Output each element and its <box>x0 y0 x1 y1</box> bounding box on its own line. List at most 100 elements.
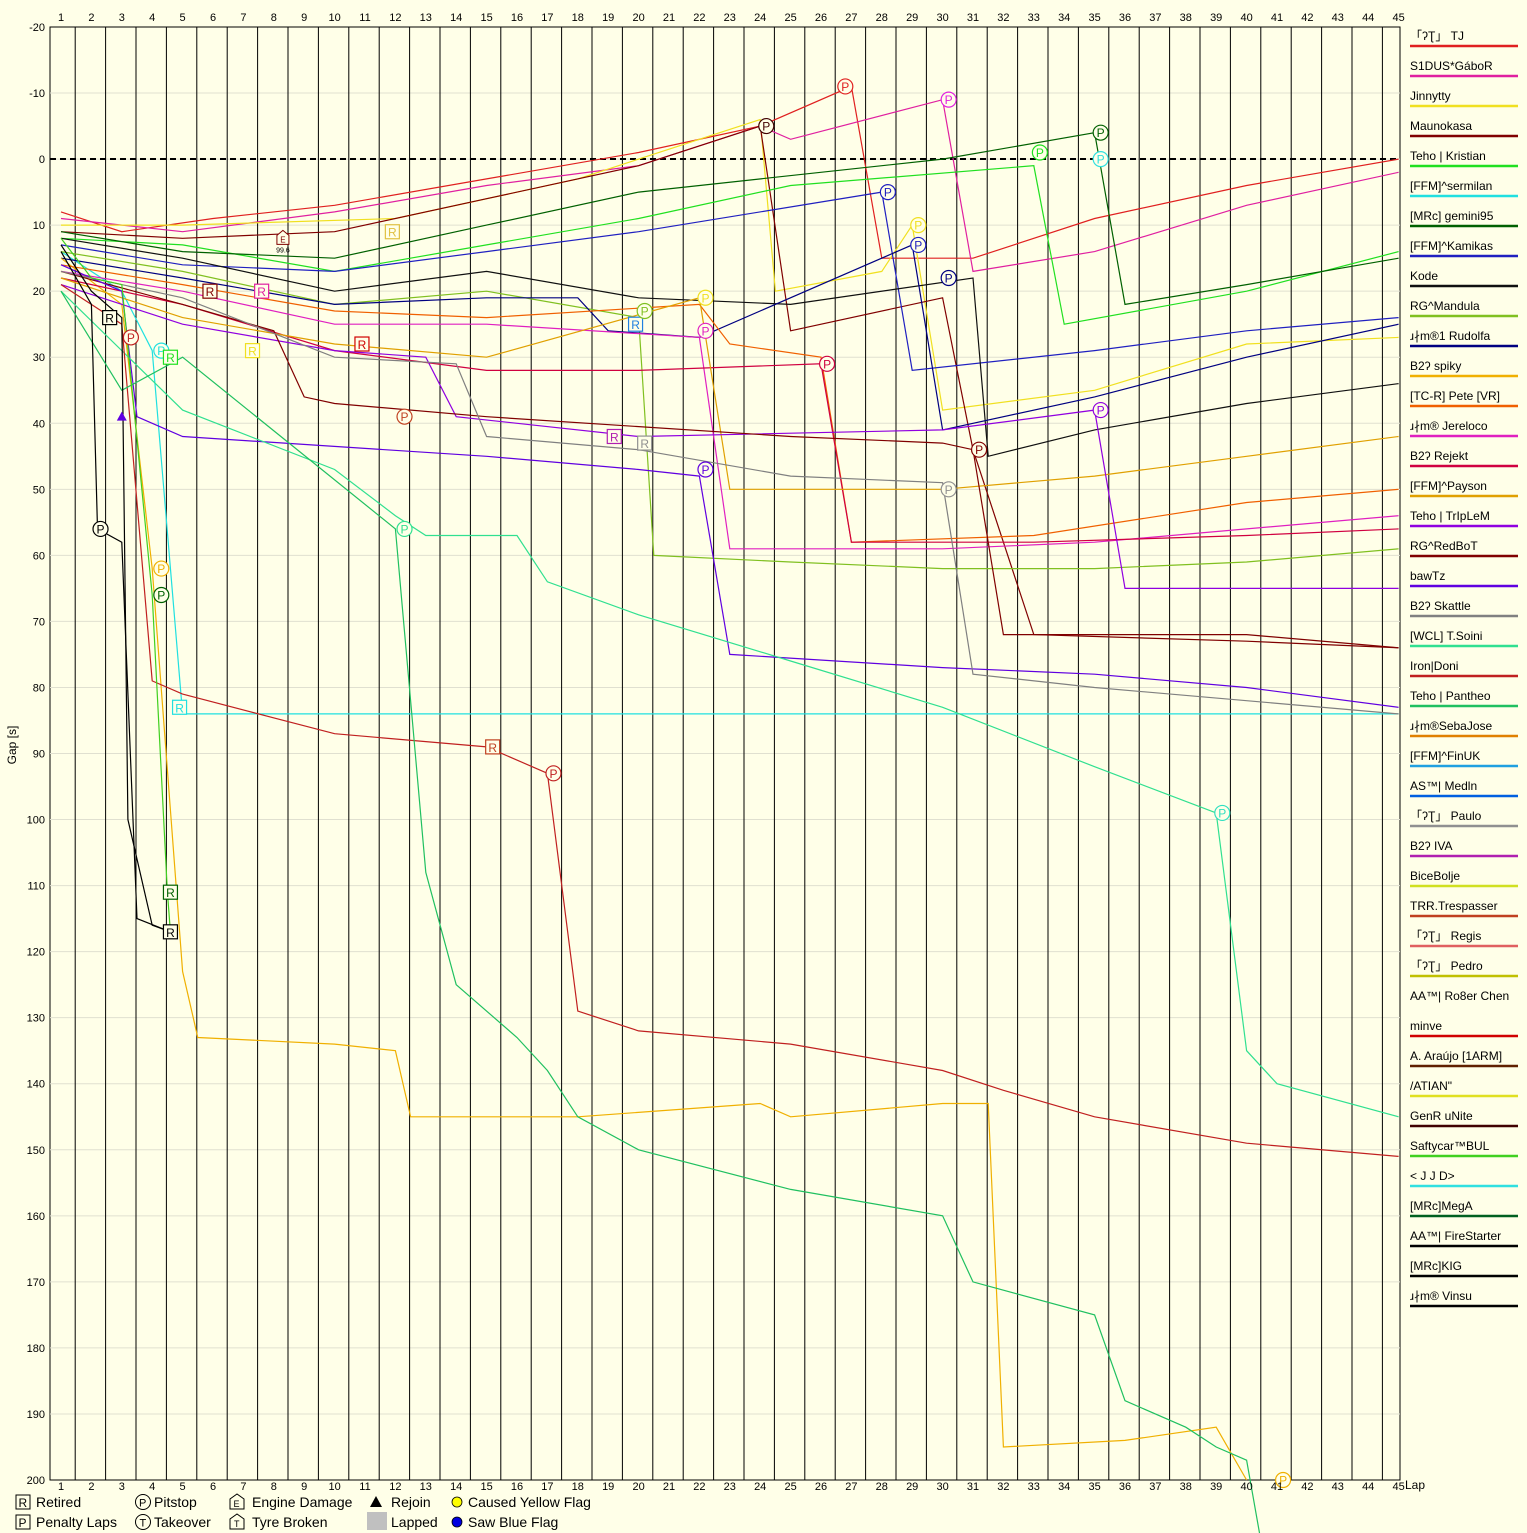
y-tick-label: 200 <box>27 1475 45 1487</box>
x-tick-label-bottom: 26 <box>815 1481 827 1493</box>
key-yellow: Caused Yellow Flag <box>451 1494 591 1510</box>
x-tick-label-bottom: 24 <box>754 1481 766 1493</box>
legend-label: [WCL] T.Soini <box>1410 629 1482 643</box>
pitstop-marker: P <box>396 408 413 425</box>
svg-text:P: P <box>139 1498 146 1510</box>
x-tick-label-bottom: 16 <box>511 1481 523 1493</box>
legend-label: TRR.Trespasser <box>1410 899 1498 913</box>
x-tick-label-top: 42 <box>1301 12 1313 24</box>
y-axis-title: Gap [s] <box>5 726 19 765</box>
legend-entry: /ATIAN" <box>1410 1079 1518 1098</box>
svg-text:P: P <box>401 410 409 424</box>
y-tick-label: 90 <box>33 749 45 761</box>
x-tick-label-top: 9 <box>301 12 307 24</box>
svg-text:P: P <box>914 238 922 252</box>
pitstop-marker: P <box>697 461 714 478</box>
x-tick-label-bottom: 36 <box>1119 1481 1131 1493</box>
legend-entry: 「ʔƮ」 Regis <box>1410 929 1518 948</box>
pitstop-marker: P <box>940 269 957 287</box>
svg-text:P: P <box>884 186 892 200</box>
legend-label: [MRc]KIG <box>1410 1259 1462 1273</box>
legend-label: BiceBolje <box>1410 869 1460 883</box>
key-tyre: T Tyre Broken <box>229 1513 327 1530</box>
svg-text:R: R <box>175 701 184 715</box>
series-line-18 <box>60 264 1399 708</box>
key-retired-label: Retired <box>36 1494 81 1510</box>
svg-text:P: P <box>823 357 831 371</box>
pitstop-marker: P <box>1092 150 1109 168</box>
legend-entry: 「ʔƮ」 Pedro <box>1410 959 1518 978</box>
svg-text:R: R <box>166 926 175 940</box>
legend-entry: B2ʔ spiky <box>1410 359 1518 378</box>
y-tick-label: 190 <box>27 1409 45 1421</box>
x-tick-label-top: 31 <box>967 12 979 24</box>
legend-entry: TRR.Trespasser <box>1410 899 1518 918</box>
legend-label: RG^RedBoT <box>1410 539 1478 553</box>
x-tick-label-top: 18 <box>572 12 584 24</box>
x-tick-label-top: 7 <box>240 12 246 24</box>
x-tick-label-top: 11 <box>359 12 370 24</box>
key-rejoin: Rejoin <box>370 1494 431 1510</box>
horizontal-gridlines <box>50 92 1400 1415</box>
svg-text:R: R <box>166 886 175 900</box>
x-tick-label-top: 14 <box>450 12 462 24</box>
legend-entry: ɹ∤m®1 Rudolfa <box>1410 329 1518 348</box>
retired-marker: R <box>637 435 653 451</box>
svg-text:E: E <box>280 235 285 244</box>
y-tick-label: 50 <box>33 484 45 496</box>
legend-label: S1DUS*GáboR <box>1410 59 1493 73</box>
pitstop-marker: P <box>1092 124 1109 141</box>
svg-text:R: R <box>488 741 497 755</box>
key-lapped: Lapped <box>367 1512 438 1530</box>
key-retired: R Retired <box>15 1494 81 1510</box>
series-line-17 <box>60 270 1399 649</box>
svg-text:P: P <box>945 93 953 107</box>
key-blue-label: Saw Blue Flag <box>468 1514 558 1530</box>
key-pitstop: P Pitstop <box>135 1494 197 1510</box>
x-tick-label-top: 32 <box>997 12 1009 24</box>
x-tick-label-bottom: 34 <box>1058 1481 1070 1493</box>
legend-entry: < J J D> <box>1410 1169 1518 1188</box>
y-tick-label: -20 <box>29 22 45 34</box>
x-tick-label-top: 26 <box>815 12 827 24</box>
legend-entry: A. Araújo [1ARM] <box>1410 1049 1518 1068</box>
series-line-21 <box>60 284 1399 1157</box>
key-takeover-label: Takeover <box>154 1514 211 1530</box>
pitstop-marker: P <box>636 302 653 320</box>
x-tick-label-top: 38 <box>1180 12 1192 24</box>
svg-text:T: T <box>234 1519 240 1529</box>
series-line-8 <box>60 237 1399 458</box>
legend-label: A. Araújo [1ARM] <box>1410 1049 1502 1063</box>
legend-entry: [MRc] gemini95 <box>1410 209 1518 228</box>
x-tick-label-bottom: 10 <box>328 1481 340 1493</box>
legend-label: [FFM]^Payson <box>1410 479 1487 493</box>
x-tick-label-top: 15 <box>480 12 492 24</box>
legend-entry: Kode <box>1410 269 1518 288</box>
svg-text:P: P <box>945 271 953 285</box>
y-tick-label: 80 <box>33 682 45 694</box>
x-tick-label-bottom: 22 <box>693 1481 705 1493</box>
legend-label: AA™| FireStarter <box>1410 1229 1501 1243</box>
legend-label: B2ʔ IVA <box>1410 839 1452 853</box>
x-tick-label-top: 36 <box>1119 12 1131 24</box>
x-tick-label-bottom: 8 <box>271 1481 277 1493</box>
key-penalty: P Penalty Laps <box>15 1514 117 1530</box>
series-line-9 <box>60 251 1399 570</box>
svg-text:P: P <box>97 522 105 536</box>
x-axis-title: Lap <box>1405 1478 1425 1492</box>
key-pitstop-label: Pitstop <box>154 1494 197 1510</box>
legend-label: 「ʔƮ」 Pedro <box>1410 959 1483 973</box>
svg-text:P: P <box>19 1516 27 1530</box>
x-tick-label-top: 22 <box>693 12 705 24</box>
x-tick-label-top: 2 <box>88 12 94 24</box>
svg-text:P: P <box>157 344 165 358</box>
pitstop-marker: P <box>970 441 988 458</box>
legend-entry: ɹ∤m® Vinsu <box>1410 1289 1518 1308</box>
y-tick-label: 150 <box>27 1145 45 1157</box>
x-tick-label-bottom: 23 <box>724 1481 736 1493</box>
x-tick-label-top: 27 <box>845 12 857 24</box>
y-tick-label: 140 <box>27 1079 45 1091</box>
svg-text:E: E <box>234 1499 240 1509</box>
